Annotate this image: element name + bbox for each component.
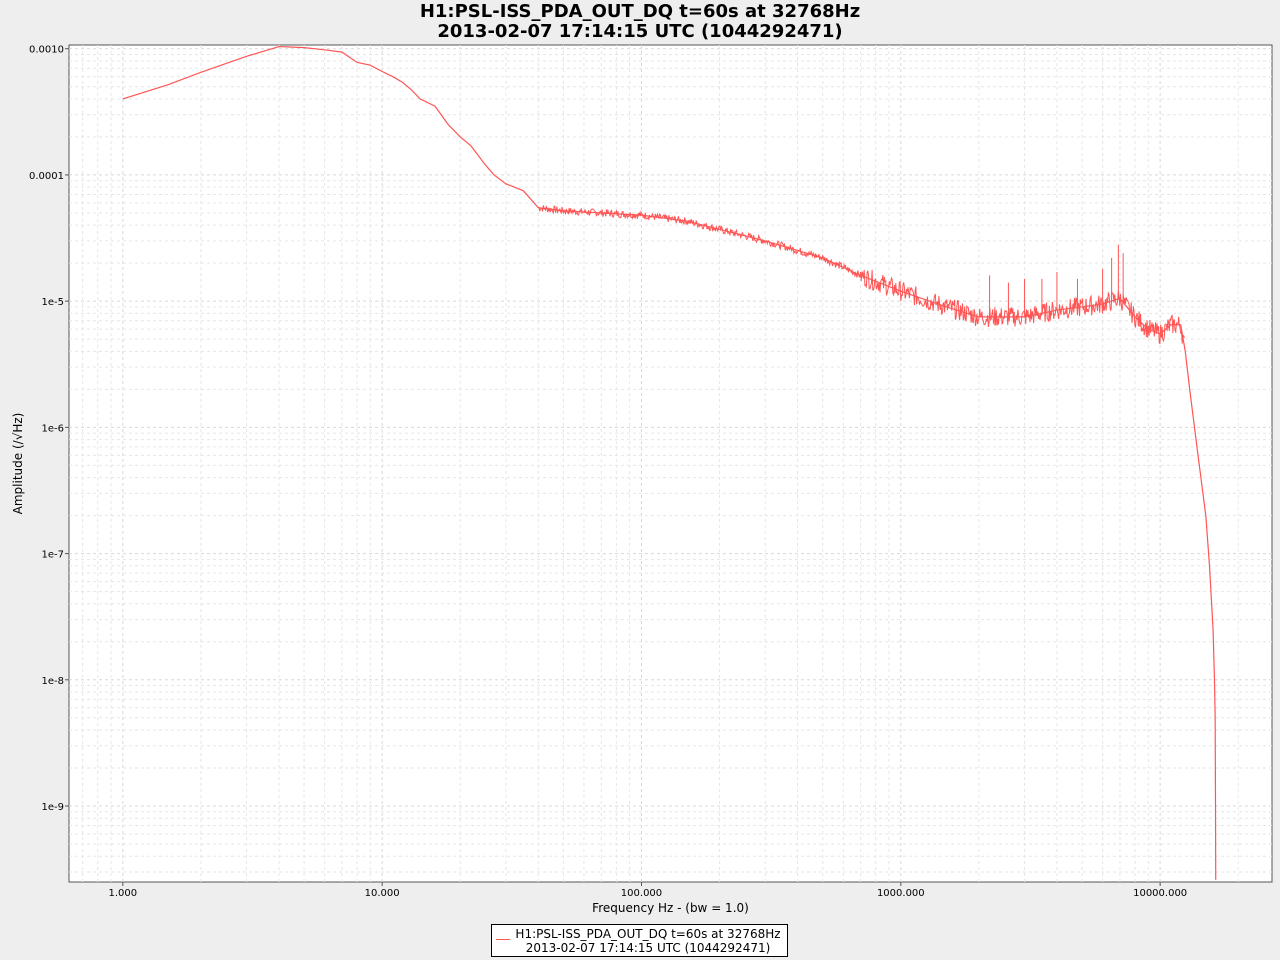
chart-title: H1:PSL-ISS_PDA_OUT_DQ t=60s at 32768Hz 2… [0,2,1280,42]
x-tick-label: 100.000 [621,888,662,899]
x-tick-label: 1.000 [109,888,138,899]
series-noise-0 [538,205,1185,345]
series-line-0 [122,45,1217,880]
y-tick-label: 1e-9 [42,802,65,813]
series-layer [122,45,1217,880]
plot-area [68,44,1273,883]
y-axis-ticks: 0.0010 0.0001 1e-5 1e-6 1e-7 1e-8 1e-9 [29,45,69,813]
chart-title-line-2: 2013-02-07 17:14:15 UTC (1044292471) [437,21,843,42]
y-tick-label: 0.0001 [29,171,64,182]
x-axis-ticks: 1.000 10.000 100.000 1000.000 10000.000 [109,882,1187,899]
x-tick-label: 10.000 [365,888,400,899]
y-tick-label: 1e-5 [42,297,65,308]
y-tick-label: 1e-7 [42,550,65,561]
y-tick-label: 0.0010 [29,45,64,56]
x-tick-label: 1000.000 [877,888,925,899]
y-axis-label: Amplitude (/√Hz) [11,413,25,515]
grid [69,45,1272,882]
chart-title-line-1: H1:PSL-ISS_PDA_OUT_DQ t=60s at 32768Hz [419,1,861,22]
x-tick-label: 10000.000 [1133,888,1187,899]
legend-label: H1:PSL-ISS_PDA_OUT_DQ t=60s at 32768Hz 2… [515,927,781,955]
legend: H1:PSL-ISS_PDA_OUT_DQ t=60s at 32768Hz 2… [491,924,788,957]
x-axis-label: Frequency Hz - (bw = 1.0) [592,901,749,915]
legend-swatch [496,939,510,940]
y-tick-label: 1e-8 [42,676,65,687]
y-tick-label: 1e-6 [42,423,65,434]
